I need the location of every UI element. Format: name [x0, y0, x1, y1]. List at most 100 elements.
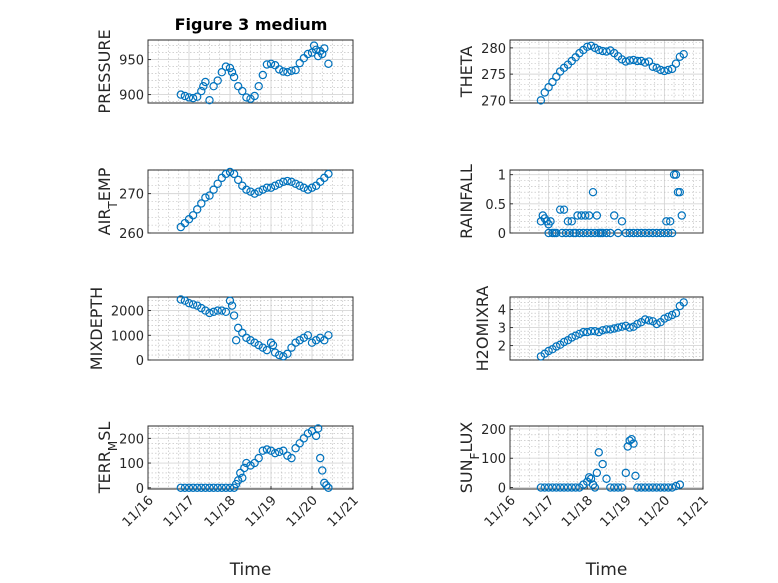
data-point — [258, 185, 267, 194]
data-point — [303, 185, 313, 194]
x-tick-label: 11/16 — [120, 493, 157, 530]
data-point — [229, 169, 239, 179]
axes-outline — [147, 425, 354, 490]
data-point — [583, 42, 592, 52]
data-point — [231, 336, 241, 345]
data-point — [606, 325, 615, 334]
data-point — [675, 480, 685, 489]
data-point — [225, 483, 235, 492]
data-point — [667, 483, 677, 492]
data-point — [209, 81, 218, 91]
data-point — [184, 483, 194, 492]
data-point — [671, 170, 681, 179]
x-tick-label: 11/19 — [598, 493, 635, 530]
data-point — [291, 179, 300, 188]
data-point — [617, 322, 627, 331]
y-axis-label: AIRTEMP — [95, 167, 120, 235]
data-point — [588, 187, 598, 197]
data-point — [250, 91, 259, 101]
data-point — [629, 439, 638, 448]
data-point — [283, 349, 292, 359]
data-point — [679, 49, 688, 59]
data-point — [291, 444, 300, 453]
data-point — [640, 58, 650, 67]
data-point — [262, 345, 272, 355]
data-point — [188, 211, 198, 220]
data-point — [283, 451, 292, 460]
data-point — [677, 211, 686, 220]
data-point — [671, 309, 681, 318]
data-point — [303, 429, 313, 438]
data-point — [225, 296, 235, 305]
y-tick-label: 1 — [498, 169, 506, 184]
data-point — [567, 333, 576, 342]
data-point — [586, 474, 596, 483]
data-point — [664, 312, 673, 321]
data-point — [299, 183, 308, 192]
x-tick-label: 11/21 — [325, 493, 362, 530]
data-point — [233, 81, 243, 91]
x-tick-label: 11/19 — [243, 493, 280, 530]
data-point — [279, 177, 288, 187]
data-point — [213, 76, 222, 85]
data-point — [268, 340, 278, 350]
data-point — [602, 228, 611, 238]
data-point — [217, 483, 226, 492]
data-point — [227, 67, 237, 77]
data-point — [555, 205, 565, 214]
data-point — [250, 189, 259, 198]
data-point — [201, 193, 210, 202]
data-point — [188, 93, 198, 103]
subplot-rainfall: 0 0.5 1 RAINFALL — [457, 164, 704, 242]
data-point — [188, 300, 198, 309]
data-point — [320, 44, 329, 53]
data-point — [229, 311, 239, 320]
data-point — [262, 60, 272, 69]
data-point — [242, 185, 251, 194]
data-point — [227, 301, 237, 310]
data-point — [236, 468, 245, 478]
y-tick-label: 0 — [498, 482, 506, 497]
data-point — [594, 327, 603, 337]
data-point — [287, 343, 296, 352]
data-point — [238, 86, 247, 96]
data-point — [199, 81, 208, 91]
data-point — [197, 199, 206, 208]
data-point — [254, 453, 263, 463]
data-point — [242, 458, 251, 468]
data-point — [201, 483, 210, 492]
data-point — [665, 217, 675, 226]
y-axis-label: RAINFALL — [457, 164, 476, 239]
data-point — [318, 49, 327, 59]
data-point — [242, 333, 251, 342]
data-point — [544, 346, 553, 356]
data-point — [287, 66, 296, 76]
data-point — [320, 478, 329, 488]
data-point — [205, 95, 214, 105]
data-point — [213, 483, 222, 492]
data-point — [324, 169, 333, 179]
data-point — [221, 483, 231, 492]
data-point — [258, 446, 267, 455]
data-point — [221, 169, 231, 179]
subplot-h2omixra: 2 3 4 H2OMIXRA — [473, 286, 704, 371]
data-point — [209, 483, 218, 492]
data-point — [250, 338, 259, 347]
data-point — [291, 65, 300, 75]
data-point — [613, 483, 623, 492]
data-point — [579, 327, 588, 337]
data-point — [192, 301, 202, 310]
data-point — [188, 483, 198, 492]
data-point — [571, 331, 580, 340]
data-point — [567, 217, 576, 226]
figure-title: Figure 3 medium — [175, 15, 328, 34]
data-point — [266, 446, 276, 455]
data-point — [583, 327, 592, 337]
data-point — [546, 217, 555, 226]
x-tick-label: 11/18 — [202, 493, 239, 530]
data-point — [559, 337, 569, 347]
data-point — [246, 461, 255, 470]
data-point — [640, 315, 650, 324]
data-point — [592, 211, 602, 220]
data-point — [275, 447, 284, 457]
